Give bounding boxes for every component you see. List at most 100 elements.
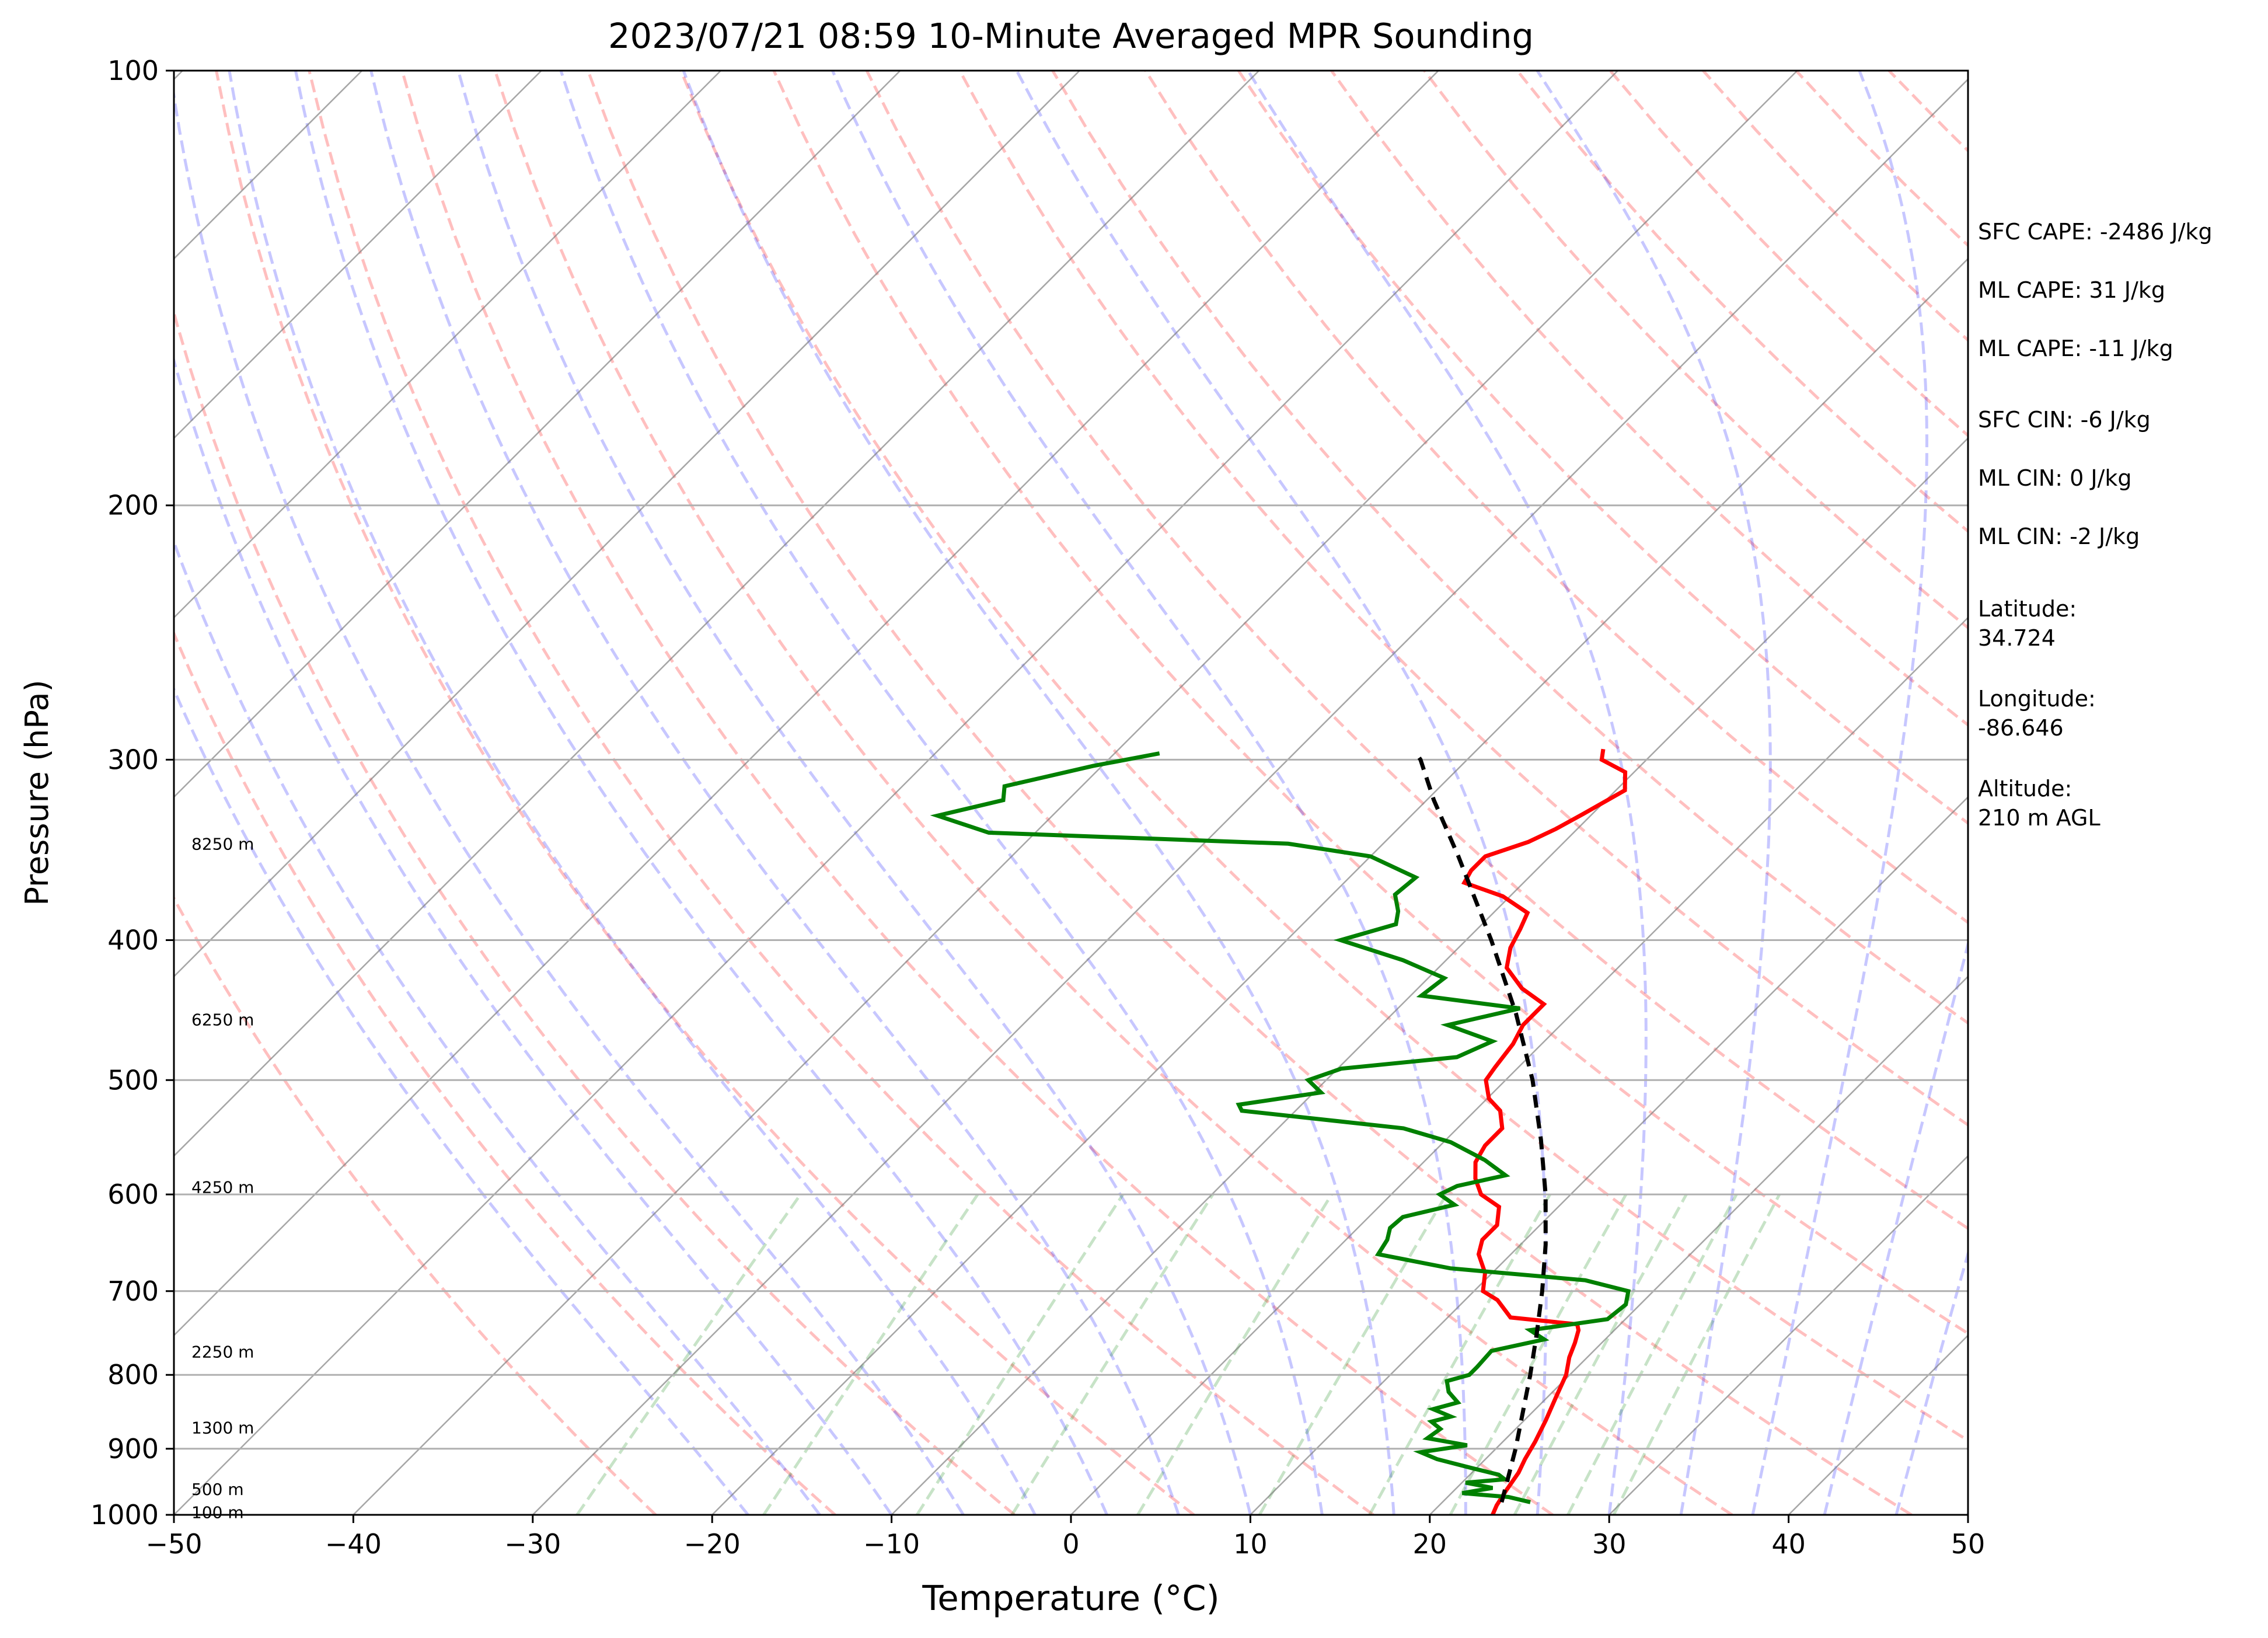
- isotherm-line: [1250, 796, 1968, 1515]
- isotherm-line: [891, 437, 1968, 1515]
- x-tick-label: 20: [1413, 1528, 1447, 1560]
- data-series: [930, 748, 1631, 1515]
- isotherm-line: [711, 257, 1968, 1515]
- axis-ticks: −50 −40 −30 −20 −10 0 10 20 30 40 50 100 200 300 400 50…: [90, 55, 1985, 1560]
- height-labels: 8250 m 6250 m 4250 m 2250 m 1300 m 500 m 100 m: [191, 834, 254, 1522]
- dry-adiabat-line: [215, 71, 1195, 1515]
- dewpoint-line: [930, 751, 1631, 1504]
- dry-adiabat-line: [958, 71, 1968, 1127]
- x-tick-label: −40: [325, 1528, 382, 1560]
- moist-adiabat-line: [174, 355, 893, 1515]
- sfc-cape-label: SFC CAPE: -2486 J/kg: [1978, 219, 2213, 245]
- temperature-line: [1461, 748, 1628, 1515]
- latitude-label: Latitude:: [1978, 596, 2077, 622]
- isotherm-line: [174, 71, 1618, 1515]
- x-axis-label: Temperature (°C): [922, 1578, 1219, 1618]
- height-label: 6250 m: [191, 1010, 254, 1030]
- ml-cape-label: ML CAPE: 31 J/kg: [1978, 277, 2165, 303]
- mixing-ratio-line: [1449, 1193, 1628, 1515]
- chart-title: 2023/07/21 08:59 10-Minute Averaged MPR …: [608, 16, 1534, 56]
- dry-adiabat-line: [174, 629, 836, 1515]
- isotherm-line: [174, 71, 1439, 1337]
- moist-adiabat-line: [1823, 938, 1968, 1515]
- moist-adiabat-line: [174, 86, 965, 1515]
- isotherm-line: [1070, 616, 1968, 1515]
- height-label: 2250 m: [191, 1343, 254, 1362]
- ml-cin-label: ML CIN: 0 J/kg: [1978, 465, 2132, 491]
- x-tick-label: 40: [1771, 1528, 1806, 1560]
- isotherm-line: [353, 71, 1798, 1515]
- isotherm-line: [174, 71, 901, 799]
- x-tick-label: 10: [1233, 1528, 1268, 1560]
- parcel-path-line: [1415, 754, 1548, 1503]
- height-label: 4250 m: [191, 1178, 254, 1197]
- dry-adiabat-line: [1237, 71, 1968, 825]
- dry-adiabat-line: [1330, 71, 1968, 727]
- moist-adiabat-line: [1247, 71, 1648, 1515]
- moist-adiabat-line: [1894, 1248, 1968, 1515]
- moist-adiabat-line: [831, 71, 1467, 1515]
- y-tick-label: 500: [107, 1064, 159, 1096]
- isotherm-line: [0, 71, 3, 1515]
- x-tick-label: 0: [1062, 1528, 1079, 1560]
- isotherm-line: [2147, 71, 2268, 1515]
- mixing-ratio-line: [1258, 1193, 1448, 1515]
- y-axis-label: Pressure (hPa): [19, 679, 55, 905]
- y-tick-label: 1000: [90, 1499, 159, 1531]
- isotherm-line: [174, 71, 721, 619]
- isotherm-line: [1429, 975, 1968, 1515]
- isotherm-line: [174, 71, 1260, 1157]
- dry-adiabat-line: [493, 71, 1733, 1515]
- plot-frame: [173, 69, 1969, 1516]
- y-tick-label: 200: [107, 490, 159, 521]
- mixing-ratio-line: [1136, 1193, 1333, 1515]
- ml-cin-label-2: ML CIN: -2 J/kg: [1978, 524, 2140, 549]
- isotherm-line: [174, 71, 1080, 978]
- y-tick-label: 400: [107, 924, 159, 956]
- dry-adiabat-line: [308, 71, 1374, 1515]
- dry-adiabat-line: [174, 307, 1016, 1515]
- x-tick-label: −10: [863, 1528, 920, 1560]
- x-tick-label: −30: [504, 1528, 561, 1560]
- background-lines: [0, 71, 2268, 1515]
- height-label: 8250 m: [191, 834, 254, 853]
- y-tick-label: 600: [107, 1179, 159, 1210]
- x-tick-label: −50: [145, 1528, 202, 1560]
- y-tick-label: 700: [107, 1275, 159, 1307]
- altitude-value: 210 m AGL: [1978, 805, 2100, 831]
- mixing-ratio-line: [575, 1193, 802, 1515]
- longitude-value: -86.646: [1978, 715, 2064, 741]
- mixing-ratio-line: [916, 1193, 1125, 1515]
- y-tick-label: 100: [107, 55, 159, 86]
- dry-adiabat-line: [772, 71, 1968, 1336]
- dry-adiabat-line: [400, 71, 1554, 1515]
- x-tick-label: 50: [1951, 1528, 1986, 1560]
- altitude-label: Altitude:: [1978, 776, 2072, 801]
- mixing-ratio-line: [762, 1193, 979, 1515]
- y-tick-label: 900: [107, 1433, 159, 1465]
- moist-adiabat-line: [1536, 71, 1772, 1515]
- height-label: 500 m: [191, 1480, 244, 1499]
- moist-adiabat-line: [174, 686, 749, 1515]
- moist-adiabat-line: [682, 71, 1395, 1515]
- isotherm-line: [532, 78, 1968, 1515]
- dry-adiabat-line: [679, 71, 1968, 1442]
- height-label: 100 m: [191, 1503, 244, 1522]
- isotherm-line: [1608, 1155, 1968, 1515]
- dry-adiabat-line: [174, 895, 657, 1515]
- ml-cape-label-2: ML CAPE: -11 J/kg: [1978, 336, 2173, 361]
- dry-adiabat-line: [1051, 71, 1968, 1025]
- moist-adiabat-line: [294, 71, 1108, 1515]
- isotherm-line: [174, 71, 542, 440]
- latitude-value: 34.724: [1978, 625, 2056, 651]
- height-label: 1300 m: [191, 1418, 254, 1437]
- dry-adiabat-line: [865, 71, 1968, 1231]
- x-tick-label: 30: [1592, 1528, 1627, 1560]
- moist-adiabat-line: [559, 71, 1324, 1515]
- y-tick-label: 300: [107, 744, 159, 775]
- x-tick-label: −20: [684, 1528, 741, 1560]
- y-tick-label: 800: [107, 1359, 159, 1390]
- pressure-gridlines: [174, 71, 1968, 1515]
- moist-adiabat-line: [1751, 71, 1929, 1515]
